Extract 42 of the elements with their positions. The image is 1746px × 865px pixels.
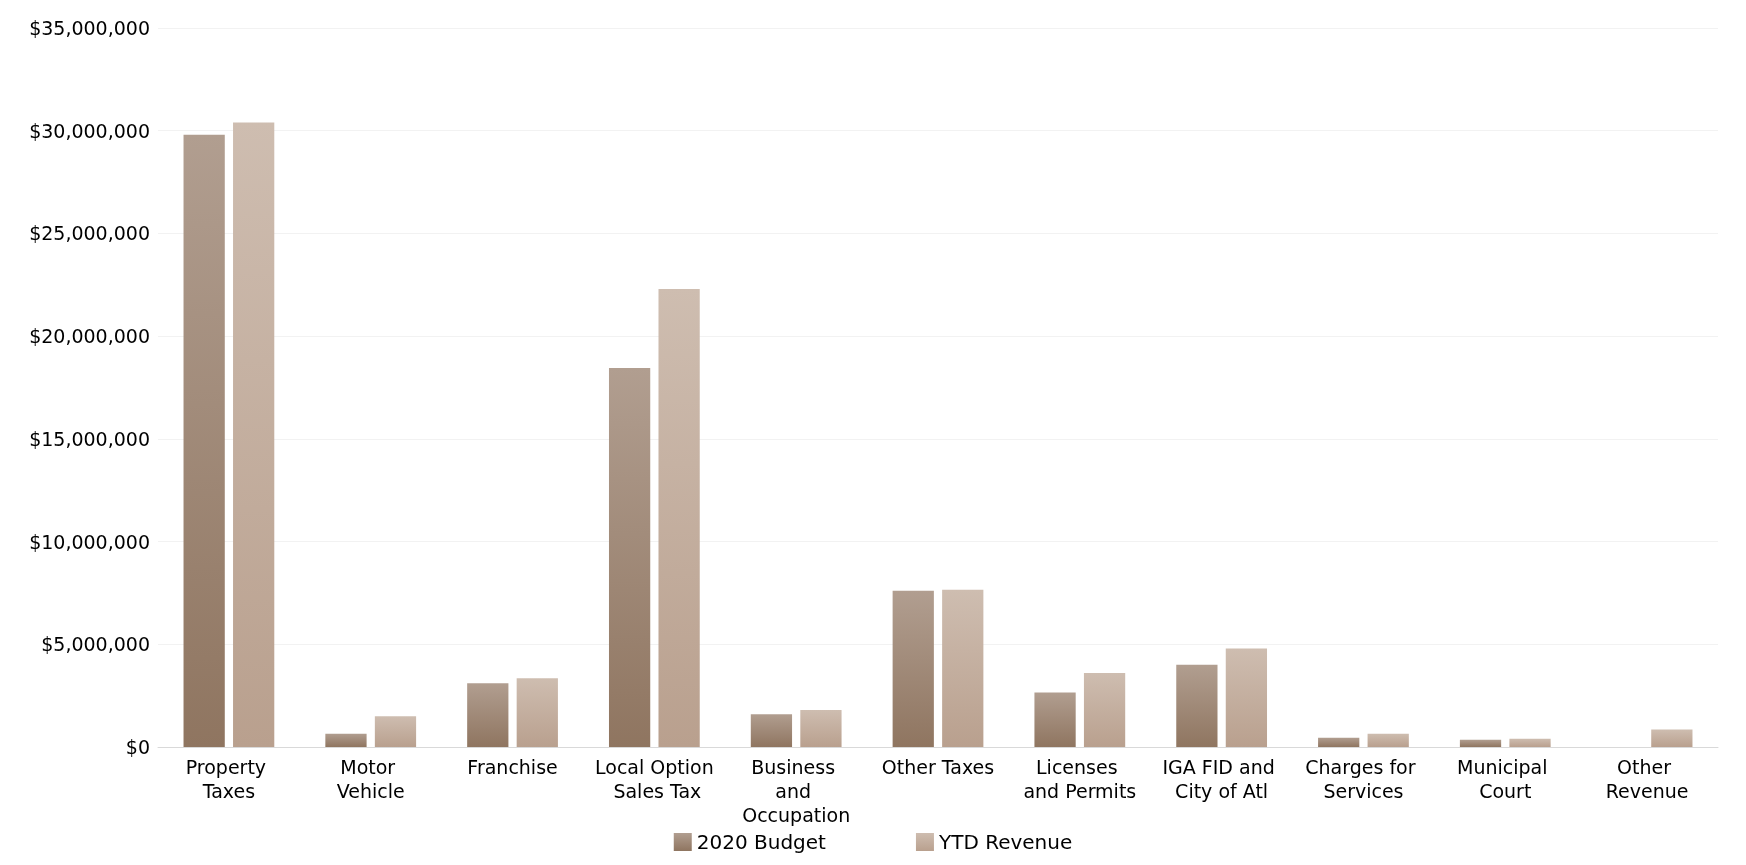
x-tick-label: Other Taxes: [881, 756, 995, 778]
bar: [467, 683, 509, 747]
x-tick-label: Municipal Court: [1457, 756, 1554, 802]
x-tick-label: Business and Occupation: [742, 756, 851, 826]
x-tick-label: Charges for Services: [1305, 756, 1422, 802]
bar: [750, 714, 793, 747]
y-tick-label: $35,000,000: [29, 17, 150, 39]
bar: [1318, 737, 1360, 747]
bar: [1176, 664, 1218, 747]
y-tick-label: $15,000,000: [29, 427, 150, 450]
bar: [1651, 729, 1693, 747]
y-tick-label: $20,000,000: [29, 325, 150, 348]
bar: [183, 134, 225, 747]
x-tick-label: Other Revenue: [1605, 756, 1689, 802]
legend-label: YTD Revenue: [937, 830, 1073, 854]
bar: [1459, 739, 1502, 747]
bar: [374, 716, 417, 747]
x-tick-label: Motor Vehicle: [336, 756, 405, 802]
bar: [1367, 733, 1409, 747]
y-tick-label: $30,000,000: [29, 119, 150, 142]
y-tick-label: $25,000,000: [29, 222, 150, 245]
bar: [942, 589, 984, 747]
bar: [516, 678, 558, 747]
bar: [233, 122, 275, 747]
bar: [892, 590, 934, 747]
bar: [325, 733, 367, 747]
bar: [1225, 648, 1268, 747]
y-tick-label: $0: [125, 736, 150, 758]
y-tick-label: $10,000,000: [29, 530, 150, 553]
x-tick-label: Franchise: [467, 756, 558, 778]
x-tick-label: Local Option Sales Tax: [595, 756, 714, 802]
x-tick-label: Property Taxes: [185, 756, 273, 802]
bar: [1034, 692, 1076, 747]
legend-label: 2020 Budget: [696, 830, 827, 854]
bar: [800, 710, 842, 747]
bar: [1083, 673, 1126, 747]
bar: [1509, 738, 1551, 747]
bar: [658, 288, 700, 747]
y-tick-label: $5,000,000: [41, 633, 150, 656]
bar: [608, 367, 651, 747]
x-tick-label: IGA FID and City of Atl: [1162, 756, 1281, 802]
x-tick-label: Licenses and Permits: [1023, 756, 1137, 802]
